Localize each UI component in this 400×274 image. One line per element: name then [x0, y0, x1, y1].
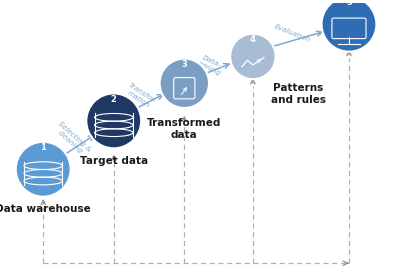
Ellipse shape: [322, 0, 376, 52]
Text: 3: 3: [182, 60, 187, 69]
Text: 2: 2: [111, 95, 117, 104]
Text: Transfor-
mation: Transfor- mation: [124, 82, 157, 110]
Text: 4: 4: [250, 35, 256, 44]
Text: Patterns
and rules: Patterns and rules: [270, 83, 326, 105]
Ellipse shape: [16, 142, 71, 197]
Text: Evaluation: Evaluation: [273, 24, 311, 44]
Text: 1: 1: [40, 143, 46, 152]
Text: Data warehouse: Data warehouse: [0, 204, 91, 214]
Text: Selecting &
cleaning: Selecting & cleaning: [53, 120, 92, 158]
Text: Target data: Target data: [80, 156, 148, 166]
Text: 5: 5: [346, 0, 352, 7]
Text: Data-
mining: Data- mining: [196, 54, 225, 76]
Ellipse shape: [86, 93, 141, 148]
Ellipse shape: [230, 34, 276, 79]
Text: Transformed
data: Transformed data: [147, 118, 222, 140]
Ellipse shape: [160, 59, 209, 108]
